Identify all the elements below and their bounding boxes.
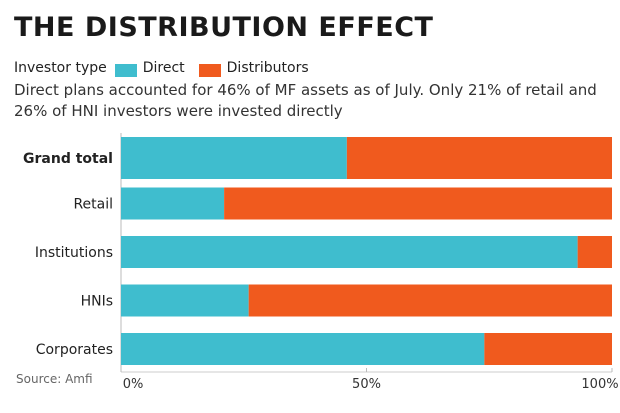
x-tick-label: 50% [352, 377, 381, 392]
bar-direct-retail [121, 187, 225, 220]
legend-title: Investor type [14, 59, 107, 76]
category-label: HNIs [81, 294, 113, 310]
bar-distributors-grand-total [346, 137, 612, 179]
bar-distributors-institutions [577, 236, 612, 268]
category-label: Institutions [35, 245, 113, 261]
bar-direct-hnis [121, 284, 249, 317]
bar-direct-grand-total [121, 137, 347, 179]
category-label: Retail [73, 197, 113, 213]
chart-title: THE DISTRIBUTION EFFECT [14, 12, 434, 43]
category-label: Corporates [36, 342, 113, 358]
legend-label-direct: Direct [142, 59, 185, 76]
source-note: Source: Amfi [16, 372, 93, 386]
bar-direct-corporates [121, 333, 485, 365]
bar-distributors-corporates [484, 333, 612, 365]
bar-direct-institutions [121, 236, 578, 268]
x-tick-label: 0% [123, 377, 144, 392]
bar-distributors-hnis [248, 284, 612, 317]
legend-swatch-distributors [198, 64, 221, 77]
legend: Investor type Direct Distributors [14, 58, 309, 77]
chart-subtitle: Direct plans accounted for 46% of MF ass… [14, 81, 597, 120]
x-tick-label: 100% [581, 377, 618, 392]
bar-distributors-retail [224, 187, 613, 220]
legend-label-distributors: Distributors [226, 59, 309, 76]
category-label: Grand total [23, 151, 113, 167]
legend-swatch-direct [114, 64, 137, 77]
